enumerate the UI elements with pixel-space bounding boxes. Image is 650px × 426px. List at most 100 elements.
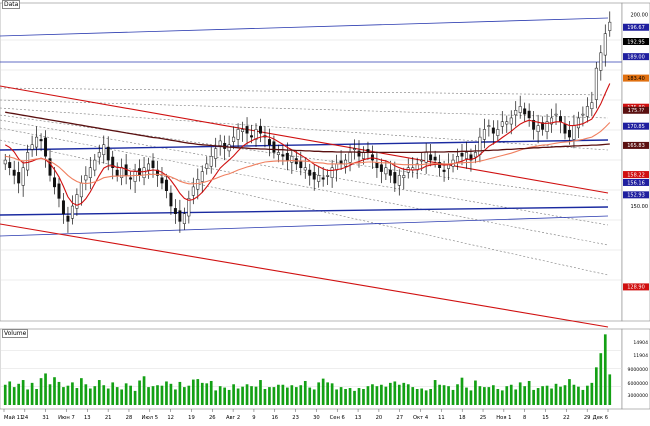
- candle-body: [106, 146, 110, 161]
- volume-bar: [196, 379, 200, 405]
- volume-bar: [317, 382, 321, 405]
- volume-bar: [415, 388, 419, 405]
- volume-bar: [3, 384, 7, 405]
- candle-body: [473, 152, 477, 158]
- volume-bar: [286, 387, 289, 405]
- volume-bar: [344, 388, 347, 405]
- volume-bar: [308, 387, 312, 405]
- volume-bar: [214, 390, 218, 405]
- volume-bar: [397, 384, 401, 405]
- candle-body: [527, 110, 531, 119]
- trend-line: [0, 139, 609, 151]
- volume-bar: [124, 383, 128, 405]
- candle-body: [223, 142, 227, 149]
- candle-body: [603, 33, 607, 56]
- volume-bar: [183, 387, 186, 405]
- volume-bar: [115, 387, 119, 405]
- volume-bar: [272, 387, 276, 405]
- fan-line: [0, 127, 609, 246]
- volume-bar: [424, 390, 428, 405]
- candle-body: [536, 125, 540, 132]
- volume-bar: [326, 382, 329, 405]
- volume-bar: [241, 386, 244, 405]
- candle-body: [227, 144, 231, 152]
- x-tick-label: 12: [167, 415, 174, 421]
- volume-bar: [469, 390, 473, 405]
- x-tick-label: 26: [209, 415, 216, 421]
- candle-body: [442, 169, 446, 172]
- candle-body: [70, 205, 74, 219]
- candle-body: [326, 175, 330, 177]
- volume-bar: [209, 380, 213, 405]
- volume-bar: [281, 384, 285, 405]
- volume-bar: [312, 389, 316, 405]
- volume-bar: [93, 386, 97, 405]
- moving-average-line: [5, 122, 611, 185]
- volume-bar: [586, 385, 589, 405]
- volume-bar: [165, 381, 168, 405]
- candle-body: [424, 152, 428, 163]
- volume-bar: [388, 382, 392, 405]
- volume-bar: [478, 386, 482, 405]
- volume-bar: [491, 385, 495, 405]
- candle-body: [576, 117, 580, 129]
- candle-body: [420, 159, 424, 162]
- volume-bar: [169, 383, 173, 405]
- volume-bar: [111, 382, 115, 405]
- x-tick-label: 28: [126, 415, 133, 421]
- candle-body: [44, 137, 48, 157]
- volume-bar: [44, 373, 47, 405]
- volume-bar: [277, 384, 280, 405]
- volume-bar: [465, 387, 468, 405]
- candle-body: [402, 175, 406, 178]
- volume-bar: [205, 383, 209, 405]
- volume-bar: [572, 384, 576, 405]
- moving-average-line: [5, 111, 610, 154]
- candle-body: [554, 113, 558, 116]
- price-marker-label: 128.90: [627, 285, 645, 291]
- candle-body: [187, 198, 191, 217]
- candle-body: [30, 144, 34, 150]
- volume-bar: [456, 384, 459, 405]
- volume-bar: [371, 384, 374, 405]
- candle-body: [348, 152, 352, 163]
- volume-bar: [303, 380, 307, 405]
- candle-body: [241, 129, 245, 132]
- volume-bar: [380, 384, 383, 405]
- volume-bar: [151, 386, 155, 405]
- candle-body: [35, 136, 39, 148]
- price-marker: [623, 53, 649, 61]
- candle-body: [330, 167, 334, 178]
- candle-body: [129, 177, 133, 180]
- x-tick-label: Май 11: [4, 414, 23, 421]
- x-tick-label: Июн 7: [58, 415, 75, 421]
- x-tick-label: 22: [563, 415, 570, 421]
- candle-body: [541, 122, 545, 130]
- volume-bar: [339, 387, 343, 405]
- candle-body: [196, 178, 200, 190]
- volume-tick-label: 9000000: [628, 367, 649, 373]
- volume-bar: [12, 387, 16, 405]
- candle-body: [361, 152, 365, 159]
- price-tick-label: 150.00: [631, 204, 649, 210]
- volume-bar: [545, 385, 549, 405]
- volume-bar: [259, 380, 262, 405]
- price-marker: [623, 178, 649, 186]
- x-tick-label: Окт 4: [413, 415, 429, 421]
- volume-bar: [577, 386, 580, 405]
- volume-bar: [268, 387, 271, 405]
- price-marker: [623, 141, 649, 149]
- candle-body: [572, 125, 576, 140]
- volume-bar: [133, 390, 137, 405]
- candle-body: [456, 156, 459, 163]
- candle-body: [518, 106, 522, 113]
- candle-body: [53, 177, 56, 188]
- candle-body: [205, 163, 209, 169]
- x-tick-label: 18: [459, 415, 466, 421]
- candle-body: [594, 67, 598, 100]
- trend-line: [0, 85, 609, 194]
- moving-average-line: [4, 83, 611, 206]
- x-tick-label: 23: [292, 415, 299, 421]
